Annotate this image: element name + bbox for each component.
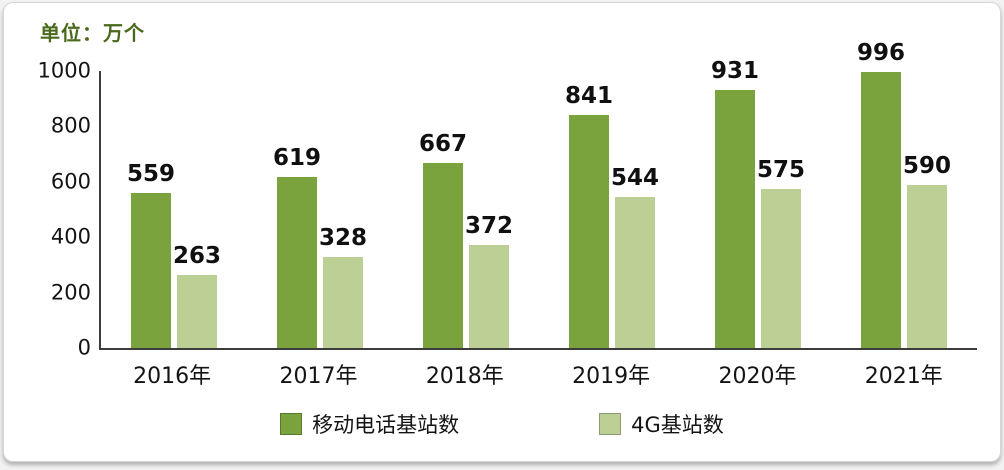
bar-value-label: 996 — [856, 40, 906, 67]
bar-group-2017: 619 328 — [247, 71, 393, 348]
y-tick-label: 200 — [50, 280, 91, 305]
y-tick-label: 400 — [50, 224, 91, 249]
x-tick-label: 2016年 — [133, 364, 212, 389]
legend-item-移动电话基站数: 移动电话基站数 — [280, 409, 459, 439]
bar-value-label: 619 — [272, 144, 322, 171]
bar-groups: 559 263 619 328 667 372 841 544 931 575 996 590 — [101, 42, 977, 348]
plot-area: 0 200 400 600 800 1000 559 263 619 328 667 372 841 5… — [38, 42, 977, 358]
legend: 移动电话基站数 4G基站数 — [4, 409, 1000, 439]
bar-value-label: 931 — [710, 58, 760, 85]
bar-移动电话基站数-2016: 559 — [127, 163, 175, 348]
x-tick-label: 2017年 — [279, 364, 358, 389]
y-tick-label: 600 — [50, 169, 91, 194]
bar-value-label: 328 — [318, 225, 368, 252]
bar-group-2018: 667 372 — [393, 71, 539, 348]
bar-value-label: 544 — [610, 165, 660, 192]
legend-label: 移动电话基站数 — [312, 413, 460, 437]
bar-value-label: 575 — [756, 156, 806, 183]
x-tick-label: 2019年 — [572, 364, 651, 389]
legend-item-4G基站数: 4G基站数 — [599, 409, 724, 439]
bar-group-2020: 931 575 — [685, 60, 831, 348]
bar-value-label: 263 — [172, 243, 222, 270]
bar-移动电话基站数-2017: 619 — [273, 146, 321, 348]
bar-移动电话基站数-2021: 996 — [857, 42, 905, 348]
bar-value-label: 559 — [126, 161, 176, 188]
bar-4G基站数-2016: 263 — [173, 245, 221, 348]
bar-value-label: 841 — [564, 83, 614, 110]
bar-4G基站数-2019: 544 — [611, 167, 659, 348]
y-tick-label: 0 — [77, 335, 91, 360]
y-tick-label: 1000 — [37, 58, 91, 83]
bar-group-2016: 559 263 — [101, 71, 247, 348]
bar-value-label: 667 — [418, 131, 468, 158]
bar-移动电话基站数-2020: 931 — [711, 60, 759, 348]
bar-4G基站数-2018: 372 — [465, 214, 513, 348]
bar-group-2021: 996 590 — [831, 42, 977, 348]
legend-label: 4G基站数 — [631, 413, 724, 437]
x-tick-label: 2021年 — [864, 364, 943, 389]
legend-swatch-icon — [280, 413, 303, 435]
bar-group-2019: 841 544 — [539, 71, 685, 348]
chart-container: 单位：万个 0 200 400 600 800 1000 559 263 619 328 667 3… — [3, 2, 1001, 462]
x-tick-label: 2020年 — [718, 364, 797, 389]
x-axis-labels: 2016年 2017年 2018年 2019年 2020年 2021年 — [99, 358, 977, 390]
bar-4G基站数-2020: 575 — [757, 158, 805, 348]
x-tick-label: 2018年 — [425, 364, 504, 389]
bar-移动电话基站数-2018: 667 — [419, 133, 467, 348]
bar-value-label: 372 — [464, 212, 514, 239]
bar-4G基站数-2017: 328 — [319, 227, 367, 348]
bar-4G基站数-2021: 590 — [903, 154, 951, 348]
bar-value-label: 590 — [902, 152, 952, 179]
y-tick-label: 800 — [50, 113, 91, 138]
legend-swatch-icon — [599, 413, 622, 435]
unit-label: 单位：万个 — [40, 21, 145, 45]
bar-移动电话基站数-2019: 841 — [565, 85, 613, 348]
